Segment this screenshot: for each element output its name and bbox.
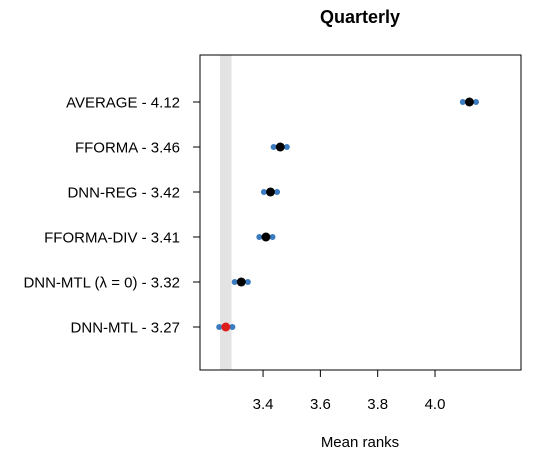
- interval-upper-point: [244, 279, 251, 285]
- chart-title: Quarterly: [320, 7, 400, 27]
- method-label: FFORMA-DIV - 3.41: [44, 230, 180, 247]
- x-tick-label: 3.8: [367, 396, 388, 413]
- x-tick-label: 4.0: [425, 396, 446, 413]
- interval-lower-point: [256, 234, 263, 240]
- method-label: FFORMA - 3.46: [75, 140, 180, 157]
- rank-point: [275, 142, 285, 152]
- interval-upper-point: [269, 234, 276, 240]
- interval-lower-point: [270, 144, 277, 150]
- rank-point: [266, 187, 276, 197]
- interval-lower-point: [231, 279, 238, 285]
- x-axis-label: Mean ranks: [321, 434, 399, 451]
- method-label: DNN-MTL (λ = 0) - 3.32: [23, 275, 180, 292]
- critical-difference-band: [220, 55, 232, 370]
- rank-point: [236, 277, 246, 287]
- interval-lower-point: [216, 324, 223, 330]
- plot-area: 3.4 3.6 3.8 4.0 AVERAGE - 4.12 FFORMA - 3.46 D…: [23, 54, 522, 413]
- rank-point: [464, 97, 474, 107]
- method-label: DNN-REG - 3.42: [67, 185, 180, 202]
- x-tick-label: 3.6: [310, 396, 331, 413]
- best-rank-point: [221, 322, 231, 332]
- x-tick-label: 3.4: [253, 396, 274, 413]
- rank-point: [261, 232, 271, 242]
- interval-lower-point: [260, 189, 267, 195]
- method-label: AVERAGE - 4.12: [66, 95, 180, 112]
- method-label: DNN-MTL - 3.27: [71, 320, 180, 337]
- interval-upper-point: [274, 189, 281, 195]
- interval-lower-point: [459, 99, 466, 105]
- interval-upper-point: [473, 99, 480, 105]
- interval-upper-point: [283, 144, 290, 150]
- interval-upper-point: [229, 324, 236, 330]
